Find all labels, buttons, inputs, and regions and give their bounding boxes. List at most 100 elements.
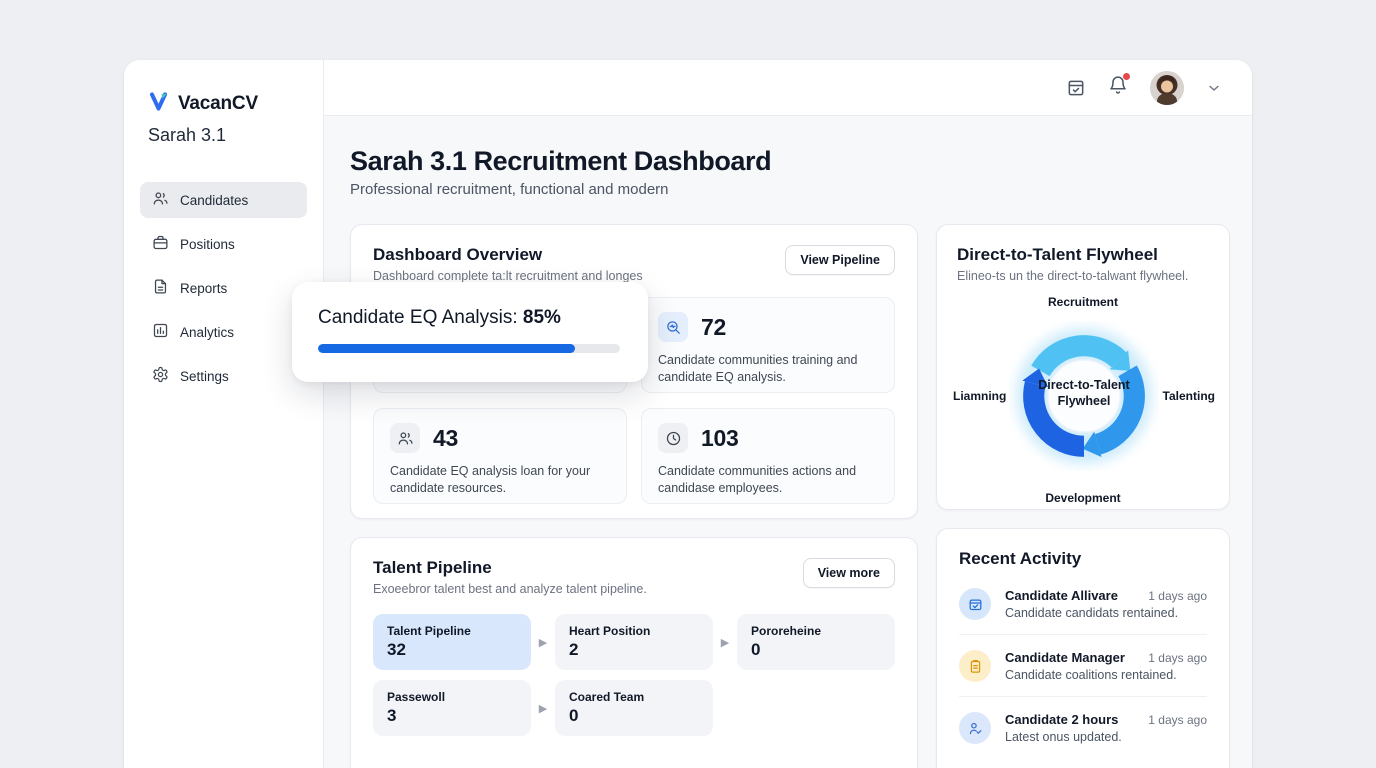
- overview-subtitle: Dashboard complete ta:lt recruitment and…: [373, 269, 643, 283]
- stage-value: 0: [751, 640, 881, 660]
- sidebar-item-analytics[interactable]: Analytics: [140, 314, 307, 350]
- app-version: Sarah 3.1: [148, 125, 307, 146]
- activity-time: 1 days ago: [1148, 713, 1207, 727]
- stage-label: Coared Team: [569, 690, 699, 704]
- stage-value: 32: [387, 640, 517, 660]
- bar-chart-icon: [152, 322, 169, 342]
- flywheel-card: Direct-to-Talent Flywheel Elineo-ts un t…: [936, 224, 1230, 510]
- users-icon: [390, 423, 420, 453]
- arrow-right-icon: ▶: [531, 636, 555, 649]
- logo: VacanCV: [148, 90, 307, 117]
- flywheel-title: Direct-to-Talent Flywheel: [957, 245, 1209, 265]
- sidebar-item-label: Reports: [180, 281, 227, 296]
- flywheel-diagram: Recruitment Liamning Talenting Developme…: [957, 291, 1209, 503]
- activity-item[interactable]: Candidate Allivare 1 days ago Candidate …: [959, 573, 1207, 634]
- sidebar-item-settings[interactable]: Settings: [140, 358, 307, 394]
- flywheel-label-top: Recruitment: [1048, 295, 1118, 309]
- activity-time: 1 days ago: [1148, 651, 1207, 665]
- activity-title: Recent Activity: [959, 549, 1207, 569]
- sidebar-item-label: Positions: [180, 237, 235, 252]
- stage-value: 3: [387, 706, 517, 726]
- activity-item[interactable]: Candidate 2 hours 1 days ago Latest onus…: [959, 696, 1207, 758]
- page-subtitle: Professional recruitment, functional and…: [350, 181, 1226, 198]
- stage-pororeheine[interactable]: Pororeheine 0: [737, 614, 895, 670]
- stat-description: Candidate EQ analysis loan for your cand…: [390, 463, 610, 496]
- talent-pipeline-card: Talent Pipeline Exoeebror talent best an…: [350, 537, 918, 768]
- stat-value: 72: [701, 314, 726, 341]
- mail-check-icon: [959, 588, 991, 620]
- vacancv-logo-icon: [148, 90, 170, 117]
- search-pulse-icon: [658, 312, 688, 342]
- flywheel-center-label: Direct-to-Talent Flywheel: [1034, 377, 1134, 410]
- clipboard-icon: [959, 650, 991, 682]
- activity-list: Candidate Allivare 1 days ago Candidate …: [959, 573, 1207, 758]
- content: Sarah 3.1 Recruitment Dashboard Professi…: [324, 116, 1252, 768]
- flywheel-label-left: Liamning: [953, 389, 1006, 403]
- avatar[interactable]: [1150, 71, 1184, 105]
- stage-value: 0: [569, 706, 699, 726]
- flywheel-label-bottom: Development: [1045, 491, 1120, 505]
- activity-time: 1 days ago: [1148, 589, 1207, 603]
- brand-name: VacanCV: [178, 93, 258, 115]
- view-pipeline-button[interactable]: View Pipeline: [785, 245, 895, 275]
- flywheel-subtitle: Elineo-ts un the direct-to-talwant flywh…: [957, 269, 1209, 283]
- arrow-right-icon: ▶: [531, 702, 555, 715]
- clock-icon: [658, 423, 688, 453]
- stage-talent-pipeline[interactable]: Talent Pipeline 32: [373, 614, 531, 670]
- activity-description: Candidate candidats rentained.: [1005, 606, 1207, 620]
- sidebar-item-label: Candidates: [180, 193, 248, 208]
- flywheel-label-right: Talenting: [1163, 389, 1215, 403]
- pipeline-title: Talent Pipeline: [373, 558, 647, 578]
- activity-item[interactable]: Candidate Manager 1 days ago Candidate c…: [959, 634, 1207, 696]
- pipeline-subtitle: Exoeebror talent best and analyze talent…: [373, 582, 647, 596]
- users-icon: [152, 190, 169, 210]
- pipeline-stages: Talent Pipeline 32 ▶ Heart Position 2 ▶: [373, 614, 895, 736]
- chevron-down-icon[interactable]: [1206, 80, 1222, 96]
- stat-card: 43 Candidate EQ analysis loan for your c…: [373, 408, 627, 504]
- notification-dot: [1123, 73, 1130, 80]
- activity-name: Candidate 2 hours: [1005, 712, 1118, 727]
- sidebar-nav: Candidates Positions Reports: [140, 182, 307, 394]
- inbox-check-icon[interactable]: [1066, 78, 1086, 98]
- sidebar: VacanCV Sarah 3.1 Candidates: [124, 60, 324, 768]
- user-check-icon: [959, 712, 991, 744]
- right-column: Direct-to-Talent Flywheel Elineo-ts un t…: [936, 224, 1230, 768]
- recent-activity-card: Recent Activity Candida: [936, 528, 1230, 768]
- stat-value: 103: [701, 425, 738, 452]
- sidebar-item-positions[interactable]: Positions: [140, 226, 307, 262]
- stat-description: Candidate communities actions and candid…: [658, 463, 878, 496]
- overview-title: Dashboard Overview: [373, 245, 643, 265]
- activity-name: Candidate Manager: [1005, 650, 1125, 665]
- sidebar-item-reports[interactable]: Reports: [140, 270, 307, 306]
- stat-card: 103 Candidate communities actions and ca…: [641, 408, 895, 504]
- gear-icon: [152, 366, 169, 386]
- stage-heart-position[interactable]: Heart Position 2: [555, 614, 713, 670]
- stage-label: Pororeheine: [751, 624, 881, 638]
- eq-progress-track: [318, 344, 620, 353]
- stage-label: Passewoll: [387, 690, 517, 704]
- eq-progress-fill: [318, 344, 575, 353]
- topbar: [324, 60, 1252, 116]
- activity-description: Candidate coalitions rentained.: [1005, 668, 1207, 682]
- stage-coared-team[interactable]: Coared Team 0: [555, 680, 713, 736]
- eq-analysis-popover: Candidate EQ Analysis: 85%: [292, 282, 648, 382]
- sidebar-item-candidates[interactable]: Candidates: [140, 182, 307, 218]
- activity-description: Latest onus updated.: [1005, 730, 1207, 744]
- stage-value: 2: [569, 640, 699, 660]
- stat-value: 43: [433, 425, 458, 452]
- stat-description: Candidate communities training and candi…: [658, 352, 878, 385]
- stage-label: Talent Pipeline: [387, 624, 517, 638]
- stage-label: Heart Position: [569, 624, 699, 638]
- file-text-icon: [152, 278, 169, 298]
- page-title: Sarah 3.1 Recruitment Dashboard: [350, 146, 1226, 177]
- briefcase-icon: [152, 234, 169, 254]
- view-more-button[interactable]: View more: [803, 558, 895, 588]
- activity-name: Candidate Allivare: [1005, 588, 1118, 603]
- notifications-button[interactable]: [1108, 75, 1128, 100]
- eq-analysis-label: Candidate EQ Analysis: 85%: [318, 307, 622, 329]
- eq-analysis-value: 85%: [523, 307, 561, 328]
- sidebar-item-label: Settings: [180, 369, 229, 384]
- stat-card: 72 Candidate communities training and ca…: [641, 297, 895, 393]
- arrow-right-icon: ▶: [713, 636, 737, 649]
- stage-passewoll[interactable]: Passewoll 3: [373, 680, 531, 736]
